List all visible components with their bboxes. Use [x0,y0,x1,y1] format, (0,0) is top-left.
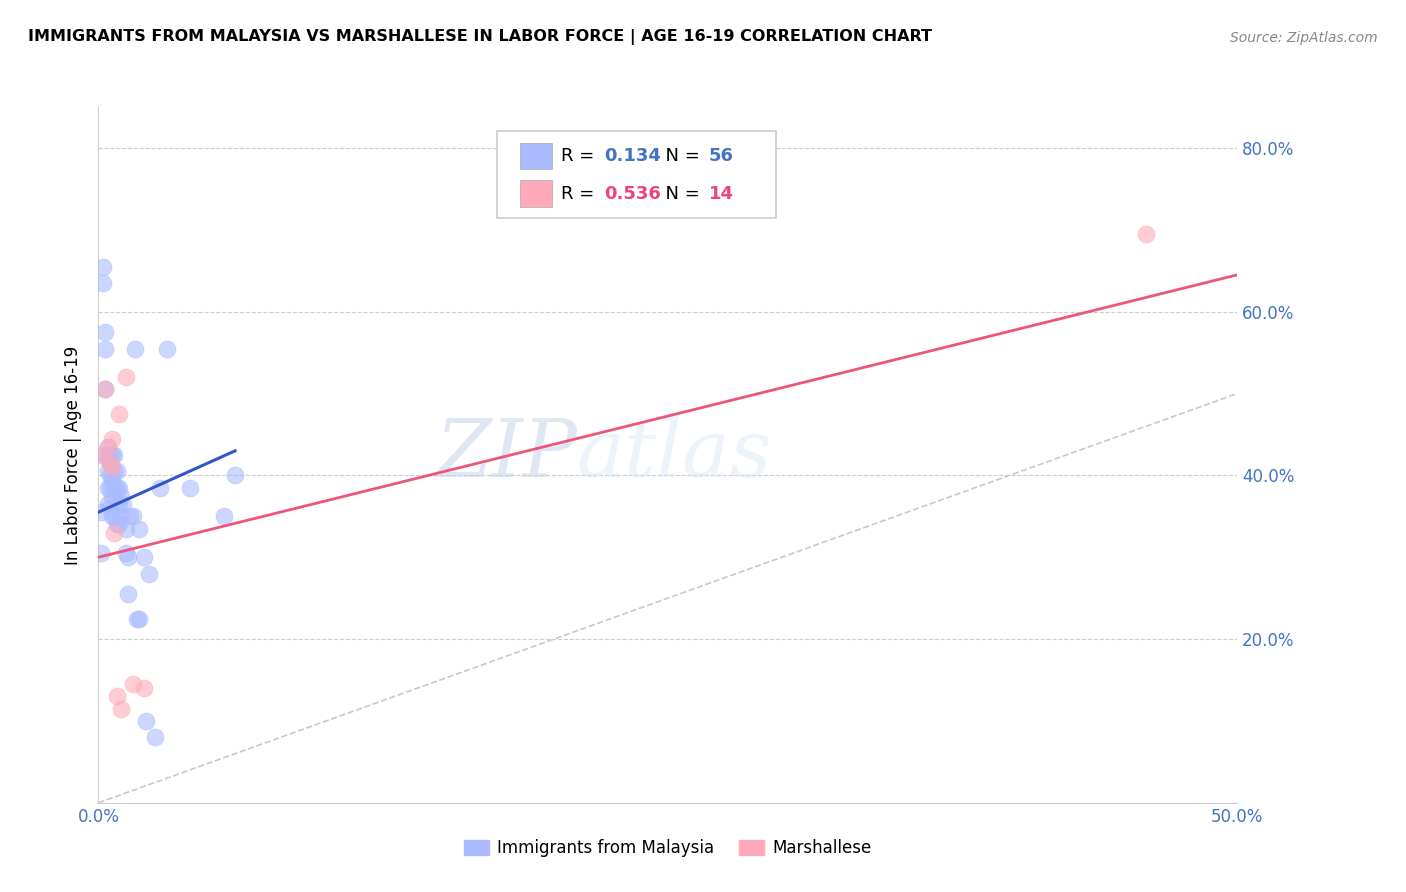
Point [103,525,125,540]
Point [90,505,112,519]
Text: 14: 14 [709,185,734,202]
Point [94,383,117,397]
Y-axis label: In Labor Force | Age 16-19: In Labor Force | Age 16-19 [65,345,83,565]
Point [101,489,124,503]
Text: R =: R = [561,147,600,165]
Point [135,714,157,728]
Point [98,456,121,470]
Point [98,456,121,470]
Point [112,497,135,511]
Point [98,501,121,516]
Point [124,342,146,356]
Point [101,460,124,475]
Point [96,440,118,454]
Point [90,448,112,462]
Point [101,432,124,446]
Point [91,260,114,274]
Text: Source: ZipAtlas.com: Source: ZipAtlas.com [1230,30,1378,45]
Text: IMMIGRANTS FROM MALAYSIA VS MARSHALLESE IN LABOR FORCE | AGE 16-19 CORRELATION C: IMMIGRANTS FROM MALAYSIA VS MARSHALLESE … [28,29,932,45]
Point [96,481,118,495]
Text: atlas: atlas [576,417,772,493]
Point [108,407,131,421]
Point [101,473,124,487]
Point [98,481,121,495]
Text: 56: 56 [709,147,734,165]
Point [114,522,136,536]
Point [128,612,150,626]
Point [101,460,124,475]
Point [110,509,132,524]
Text: N =: N = [654,147,706,165]
Point [127,612,149,626]
Point [114,370,136,384]
Point [94,325,117,339]
Point [96,497,118,511]
Point [121,677,143,691]
Text: ZIP: ZIP [434,417,576,493]
Point [110,701,132,715]
Point [90,546,112,560]
Point [103,464,125,478]
Point [108,497,131,511]
Point [224,468,246,483]
Point [179,481,201,495]
Point [105,690,128,704]
Point [96,464,118,478]
Point [103,481,125,495]
Point [105,497,128,511]
Point [212,509,235,524]
Point [94,448,117,462]
Point [120,509,142,524]
Point [110,489,132,503]
Text: 0.536: 0.536 [605,185,661,202]
Bar [520,143,551,169]
Point [101,448,124,462]
Point [114,546,136,560]
Point [1135,227,1157,241]
Text: R =: R = [561,185,600,202]
Text: 0.134: 0.134 [605,147,661,165]
Point [98,468,121,483]
Point [121,509,143,524]
Point [105,517,128,532]
FancyBboxPatch shape [498,131,776,219]
Point [94,383,117,397]
Point [94,342,117,356]
Point [117,550,139,565]
Point [101,509,124,524]
Point [117,587,139,601]
Point [145,731,167,745]
Point [132,681,155,696]
Legend: Immigrants from Malaysia, Marshallese: Immigrants from Malaysia, Marshallese [457,833,879,864]
Point [105,481,128,495]
Point [128,522,150,536]
Point [138,566,160,581]
Point [98,448,121,462]
Point [108,517,131,532]
Point [105,464,128,478]
Point [96,440,118,454]
Point [91,276,114,290]
Point [156,342,179,356]
Bar [520,180,551,207]
Point [132,550,155,565]
Point [103,448,125,462]
Text: N =: N = [654,185,706,202]
Point [96,452,118,467]
Point [103,509,125,524]
Point [108,481,131,495]
Point [149,481,172,495]
